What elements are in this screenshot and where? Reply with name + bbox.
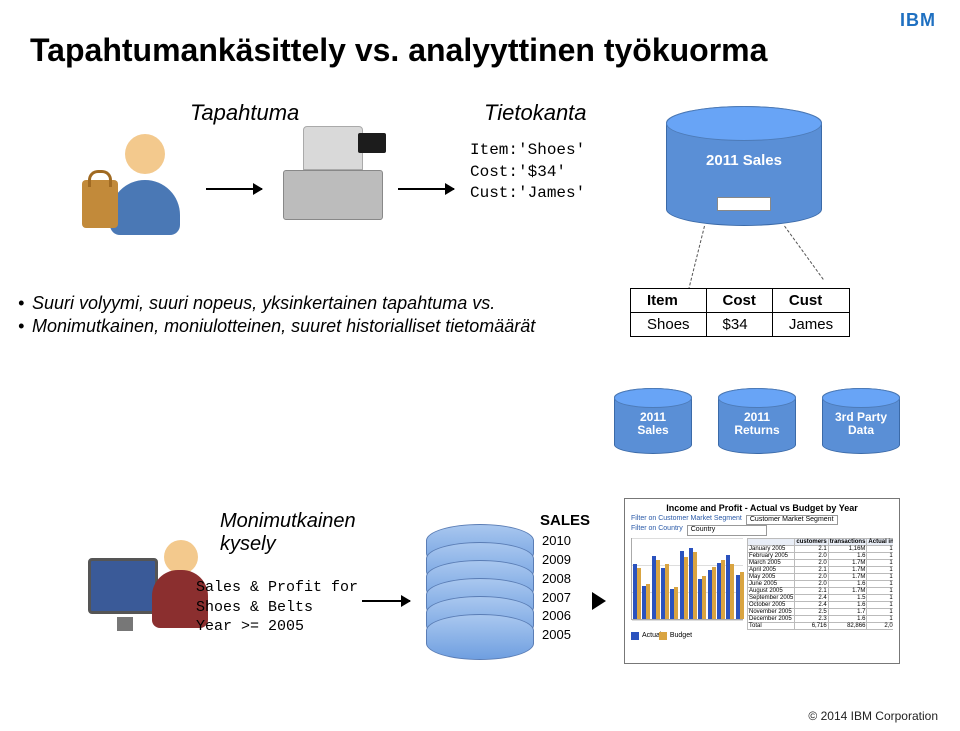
report-panel: Income and Profit - Actual vs Budget by … (624, 498, 900, 664)
analyst-icon (88, 540, 208, 660)
sql-text: Sales & Profit for Shoes & Belts Year >=… (196, 578, 358, 637)
report-table: customerstransactionsActual incomeActual… (747, 538, 893, 630)
cash-register-icon (278, 126, 388, 246)
bullet-2: Monimutkainen, moniulotteinen, suuret hi… (32, 315, 535, 338)
dashed-connector (784, 226, 824, 280)
sales-cyl-label: 2011 Sales (667, 152, 821, 169)
transaction-row: Tapahtuma Tietokanta Item:'Shoes' Cost:'… (0, 100, 960, 280)
arrow-icon (398, 188, 454, 190)
query-label: Monimutkainen kysely (220, 510, 356, 556)
record-table: Item Cost Cust Shoes $34 James (630, 288, 850, 337)
stack-title: SALES (540, 512, 590, 529)
tx-label: Tapahtuma (190, 100, 299, 126)
td-cost: $34 (706, 313, 772, 337)
th-cust: Cust (772, 289, 849, 313)
db-stack-icon (426, 524, 534, 664)
triangle-icon (592, 592, 606, 610)
td-cust: James (772, 313, 849, 337)
copyright: © 2014 IBM Corporation (808, 709, 938, 723)
db-label: Tietokanta (484, 100, 587, 126)
arrow-icon (362, 600, 410, 602)
td-item: Shoes (631, 313, 707, 337)
years-list: 2010 2009 2008 2007 2006 2005 (542, 532, 571, 645)
tx-record-text: Item:'Shoes' Cost:'$34' Cust:'James' (470, 140, 585, 205)
ibm-logo: IBM (900, 10, 936, 31)
mini-cyl-2: 2011Returns (719, 411, 795, 437)
slot-icon (717, 197, 771, 211)
th-cost: Cost (706, 289, 772, 313)
page-title: Tapahtumankäsittely vs. analyyttinen työ… (30, 32, 767, 69)
mini-cyl-1: 2011Sales (615, 411, 691, 437)
bullet-list: •Suuri volyymi, suuri nopeus, yksinkerta… (18, 292, 535, 339)
sales-cylinder-icon: 2011 Sales (666, 106, 822, 226)
report-title: Income and Profit - Actual vs Budget by … (631, 503, 893, 513)
report-filters: Filter on Customer Market SegmentCustome… (631, 515, 893, 536)
dashed-connector (688, 226, 705, 290)
mini-cyl-3: 3rd PartyData (823, 411, 899, 437)
mini-cylinders: 2011Sales 2011Returns 3rd PartyData (614, 388, 900, 454)
arrow-icon (206, 188, 262, 190)
shopper-icon (100, 134, 190, 244)
bullet-1: Suuri volyymi, suuri nopeus, yksinkertai… (32, 292, 495, 315)
report-legend: Actual Budget (631, 632, 893, 640)
th-item: Item (631, 289, 707, 313)
report-chart (631, 538, 743, 620)
